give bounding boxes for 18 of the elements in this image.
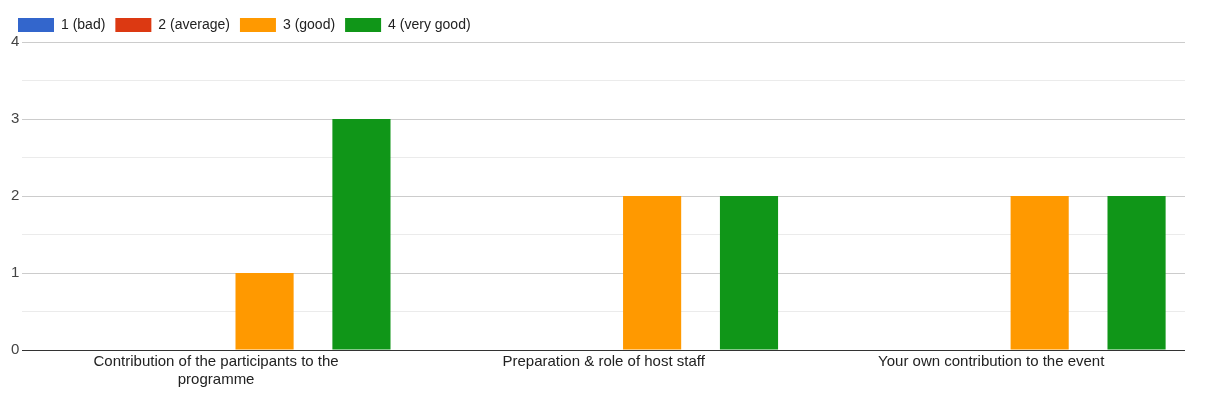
bar: [332, 119, 391, 350]
bar: [1010, 196, 1069, 350]
legend-label: 1 (bad): [61, 15, 106, 32]
legend-label: 3 (good): [282, 15, 336, 32]
x-tick-label: Preparation & role of host staff: [502, 352, 706, 370]
bar: [1107, 196, 1166, 350]
y-tick-label: 3: [11, 109, 20, 127]
legend-label: 4 (very good): [388, 15, 471, 32]
legend-label: 2 (average): [158, 15, 230, 32]
y-tick-label: 4: [11, 32, 20, 50]
y-tick-label: 1: [11, 263, 20, 281]
x-tick-label: Contribution of the participants to the programme: [93, 352, 339, 388]
y-tick-label: 2: [11, 186, 20, 204]
bar: [719, 196, 779, 350]
y-tick-label: 0: [11, 340, 20, 358]
bar: [235, 273, 294, 350]
x-tick-label: Your own contribution to the event: [878, 352, 1106, 370]
bar: [623, 196, 682, 350]
